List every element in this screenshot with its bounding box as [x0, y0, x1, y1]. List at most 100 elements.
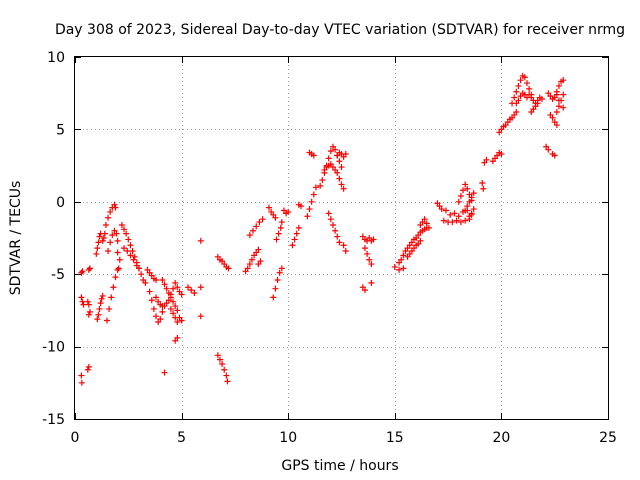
data-point-marker — [79, 268, 86, 275]
data-point-marker — [257, 258, 264, 265]
data-point-marker — [259, 216, 266, 223]
data-point-marker — [114, 266, 121, 273]
x-tick-label: 20 — [492, 430, 510, 446]
data-point-marker — [94, 245, 101, 252]
data-point-marker — [148, 297, 155, 304]
data-point-marker — [319, 177, 326, 184]
data-point-marker — [255, 246, 262, 253]
data-point-marker — [338, 181, 345, 188]
data-point-marker — [310, 191, 317, 198]
data-point-marker — [560, 104, 567, 111]
data-point-marker — [172, 279, 179, 286]
data-point-marker — [246, 232, 253, 239]
data-point-marker — [310, 152, 317, 159]
data-point-marker — [521, 74, 528, 81]
data-point-marker — [304, 213, 311, 220]
data-point-marker — [172, 314, 179, 321]
data-point-marker — [113, 230, 120, 237]
data-point-marker — [116, 256, 123, 263]
data-point-marker — [99, 237, 106, 244]
data-point-marker — [142, 279, 149, 286]
data-point-marker — [111, 201, 118, 208]
data-point-marker — [159, 308, 166, 315]
data-point-marker — [153, 313, 160, 320]
data-point-marker — [425, 224, 432, 231]
data-point-marker — [170, 285, 177, 292]
data-point-marker — [85, 363, 92, 370]
y-tick-label: -15 — [42, 412, 65, 428]
data-point-marker — [114, 249, 121, 256]
data-point-marker — [513, 88, 520, 95]
data-point-marker — [157, 316, 164, 323]
data-point-marker — [440, 217, 447, 224]
data-point-marker — [398, 256, 405, 263]
data-point-marker — [131, 253, 138, 260]
data-point-marker — [526, 85, 533, 92]
grid-lines — [75, 57, 608, 419]
data-point-marker — [515, 97, 522, 104]
data-point-marker — [159, 276, 166, 283]
data-point-marker — [336, 239, 343, 246]
data-point-marker — [278, 219, 285, 226]
data-point-marker — [317, 182, 324, 189]
data-point-marker — [84, 366, 91, 373]
data-point-marker — [110, 284, 117, 291]
data-point-marker — [86, 265, 93, 272]
data-point-marker — [511, 94, 518, 101]
data-point-marker — [115, 265, 122, 272]
data-point-marker — [125, 236, 132, 243]
data-point-marker — [451, 210, 458, 217]
data-point-marker — [560, 91, 567, 98]
data-point-marker — [447, 211, 454, 218]
data-point-marker — [462, 217, 469, 224]
data-point-marker — [327, 148, 334, 155]
data-point-marker — [449, 219, 456, 226]
data-point-marker — [96, 305, 103, 312]
data-point-marker — [174, 318, 181, 325]
data-point-marker — [216, 356, 223, 363]
data-point-marker — [483, 156, 490, 163]
data-point-marker — [79, 298, 86, 305]
data-point-marker — [197, 284, 204, 291]
data-point-marker — [138, 271, 145, 278]
y-tick-label: 10 — [47, 50, 65, 66]
data-point-marker — [453, 217, 460, 224]
data-point-marker — [464, 185, 471, 192]
data-point-marker — [293, 230, 300, 237]
data-point-marker — [396, 266, 403, 273]
data-point-marker — [246, 261, 253, 268]
data-point-marker — [85, 301, 92, 308]
data-point-marker — [276, 269, 283, 276]
data-point-marker — [455, 213, 462, 220]
data-point-marker — [100, 235, 107, 241]
data-point-marker — [325, 210, 332, 217]
data-point-marker — [108, 294, 115, 301]
y-tick-label: 0 — [56, 195, 65, 211]
data-point-marker — [534, 100, 541, 107]
data-point-marker — [295, 224, 302, 231]
data-point-marker — [545, 146, 552, 153]
data-point-marker — [417, 237, 424, 244]
data-point-marker — [250, 227, 257, 234]
chart-title: Day 308 of 2023, Sidereal Day-to-day VTE… — [55, 22, 625, 38]
data-point-marker — [270, 294, 277, 301]
data-point-marker — [150, 305, 157, 312]
data-point-marker — [498, 151, 505, 158]
data-point-marker — [273, 236, 280, 243]
data-point-marker — [285, 208, 292, 215]
data-point-marker — [167, 305, 174, 312]
data-point-marker — [95, 239, 102, 246]
data-point-marker — [105, 214, 112, 221]
data-point-marker — [278, 265, 285, 272]
data-point-marker — [274, 276, 281, 283]
data-point-marker — [340, 185, 347, 192]
data-point-marker — [312, 184, 319, 191]
data-point-marker — [391, 263, 398, 270]
data-point-marker — [555, 103, 562, 110]
data-point-marker — [272, 285, 279, 292]
data-point-marker — [361, 287, 368, 294]
data-point-marker — [112, 204, 119, 211]
y-axis-label: SDTVAR / TECUs — [8, 181, 24, 296]
data-point-marker — [85, 311, 92, 318]
